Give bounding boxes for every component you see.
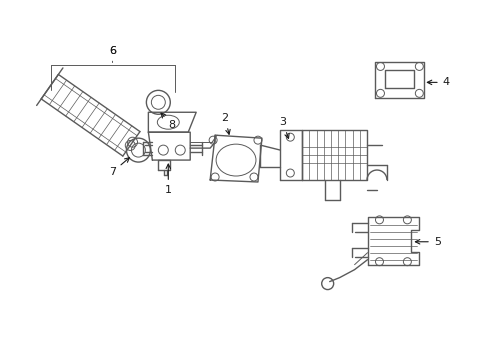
Text: 5: 5	[416, 237, 441, 247]
Text: 4: 4	[427, 77, 450, 87]
Text: 2: 2	[221, 113, 230, 134]
Text: 8: 8	[161, 113, 176, 130]
Text: 6: 6	[109, 45, 116, 63]
Text: 7: 7	[109, 158, 129, 177]
Text: 3: 3	[279, 117, 289, 138]
Text: 6: 6	[109, 45, 116, 55]
Text: 1: 1	[165, 164, 172, 195]
